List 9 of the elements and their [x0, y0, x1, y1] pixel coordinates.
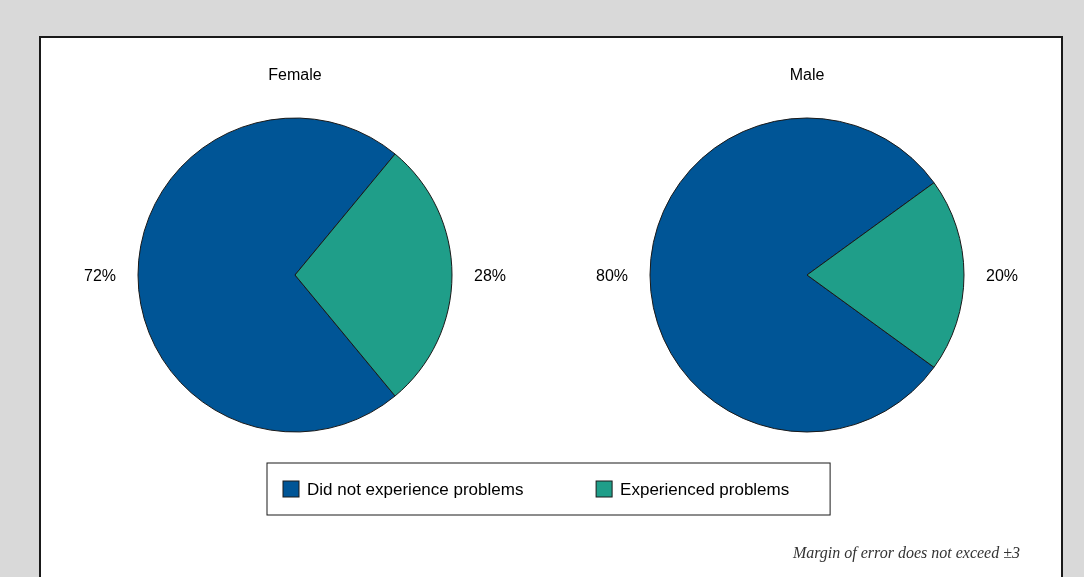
text: Margin of error does not exceed ±3	[791, 544, 1020, 562]
data-label: 28%	[473, 267, 507, 284]
chart-title: Female	[268, 66, 322, 83]
legend-label: Did not experience problems	[307, 480, 524, 499]
data-label: 72%	[83, 267, 117, 284]
chart-title: Male	[789, 66, 825, 83]
data-label: 80%	[595, 267, 629, 284]
legend-label: Experienced problems	[620, 480, 790, 499]
data-label: 20%	[985, 267, 1019, 284]
